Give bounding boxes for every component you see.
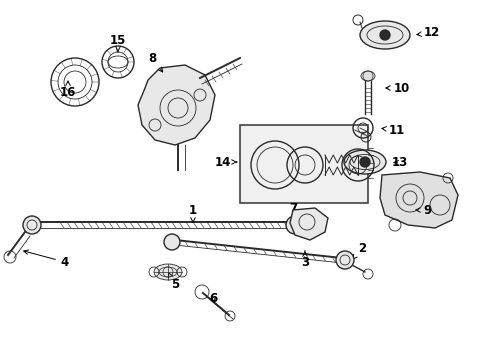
Bar [240, 125, 367, 203]
Text: 6: 6 [208, 292, 217, 305]
Circle shape [335, 251, 353, 269]
Polygon shape [379, 172, 457, 228]
Text: 12: 12 [416, 27, 439, 40]
Circle shape [23, 216, 41, 234]
Text: 13: 13 [391, 157, 407, 170]
Ellipse shape [360, 71, 374, 81]
Text: 1: 1 [188, 203, 197, 222]
Text: 10: 10 [385, 81, 409, 94]
Polygon shape [138, 65, 215, 145]
Text: 15: 15 [110, 33, 126, 52]
Text: 16: 16 [60, 81, 76, 99]
Ellipse shape [343, 150, 385, 174]
Text: 5: 5 [168, 273, 179, 292]
Circle shape [359, 157, 369, 167]
Ellipse shape [154, 264, 182, 280]
Text: 3: 3 [300, 251, 308, 270]
Circle shape [163, 234, 180, 250]
Ellipse shape [359, 21, 409, 49]
Text: 4: 4 [24, 250, 69, 269]
Polygon shape [289, 208, 327, 240]
Text: 2: 2 [352, 242, 366, 259]
Text: 8: 8 [147, 51, 163, 72]
Text: 9: 9 [415, 203, 431, 216]
Circle shape [379, 30, 389, 40]
Text: 11: 11 [381, 123, 404, 136]
Circle shape [285, 216, 304, 234]
Text: 14: 14 [214, 156, 236, 168]
Text: 7: 7 [288, 202, 304, 218]
